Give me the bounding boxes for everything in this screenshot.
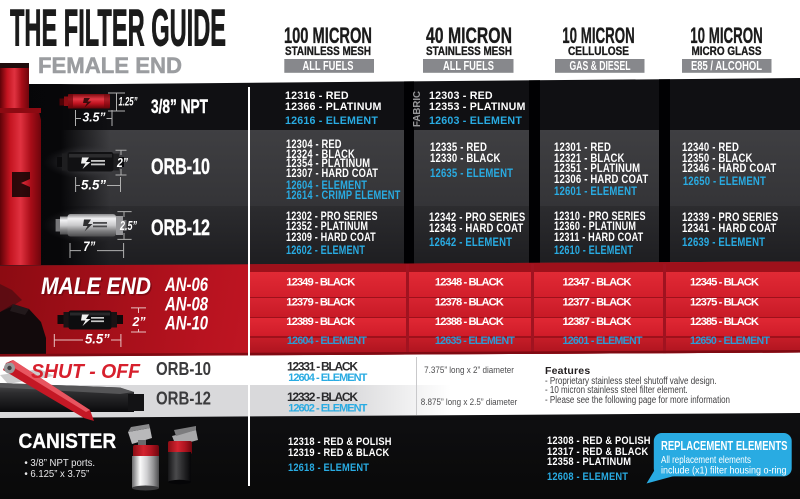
- svg-text:2”: 2”: [132, 314, 146, 329]
- svg-text:12604 - ELEMENT: 12604 - ELEMENT: [287, 335, 368, 347]
- svg-text:ORB-12: ORB-12: [156, 389, 211, 410]
- svg-text:3.5”: 3.5”: [83, 110, 106, 125]
- svg-text:40 MICRON: 40 MICRON: [426, 23, 512, 48]
- svg-text:1.25”: 1.25”: [119, 97, 138, 109]
- svg-text:AN-08: AN-08: [164, 294, 208, 316]
- svg-text:MICRO GLASS: MICRO GLASS: [692, 44, 762, 58]
- svg-text:SHUT - OFF: SHUT - OFF: [31, 360, 141, 383]
- svg-text:12387 - BLACK: 12387 - BLACK: [563, 316, 632, 328]
- svg-text:12601 - ELEMENT: 12601 - ELEMENT: [563, 335, 644, 347]
- svg-text:ALL FUELS: ALL FUELS: [443, 59, 494, 73]
- svg-text:STAINLESS MESH: STAINLESS MESH: [426, 44, 512, 58]
- svg-text:• 3/8” NPT ports.: • 3/8” NPT ports.: [24, 457, 95, 469]
- svg-text:FEMALE END: FEMALE END: [38, 53, 182, 78]
- svg-text:12602 - ELEMENT: 12602 - ELEMENT: [288, 403, 367, 415]
- svg-text:ORB-10: ORB-10: [156, 359, 211, 380]
- svg-text:2”: 2”: [116, 155, 128, 170]
- svg-text:12347 - BLACK: 12347 - BLACK: [563, 277, 632, 289]
- svg-text:THE FILTER GUIDE: THE FILTER GUIDE: [10, 0, 226, 57]
- svg-text:ORB-12: ORB-12: [151, 215, 210, 240]
- svg-text:AN-10: AN-10: [164, 313, 208, 335]
- svg-text:FABRIC: FABRIC: [412, 91, 423, 127]
- svg-text:10 MICRON: 10 MICRON: [562, 23, 635, 48]
- svg-text:12604 - ELEMENT: 12604 - ELEMENT: [288, 372, 367, 384]
- svg-text:GAS & DIESEL: GAS & DIESEL: [570, 59, 631, 73]
- svg-text:10 MICRON: 10 MICRON: [690, 23, 763, 48]
- svg-text:CANISTER: CANISTER: [18, 429, 116, 453]
- svg-text:REPLACEMENT ELEMENTS: REPLACEMENT ELEMENTS: [661, 439, 788, 453]
- svg-text:12379 - BLACK: 12379 - BLACK: [286, 297, 355, 309]
- svg-text:12650 - ELEMENT: 12650 - ELEMENT: [690, 335, 771, 347]
- svg-text:12348 - BLACK: 12348 - BLACK: [435, 277, 504, 289]
- svg-text:12377 - BLACK: 12377 - BLACK: [563, 297, 632, 309]
- svg-text:ALL FUELS: ALL FUELS: [303, 59, 354, 73]
- svg-text:include (x1) filter housing o-: include (x1) filter housing o-ring: [661, 465, 787, 476]
- svg-text:7”: 7”: [83, 238, 95, 254]
- svg-text:AN-06: AN-06: [164, 274, 208, 296]
- svg-text:12332 - BLACK: 12332 - BLACK: [287, 390, 358, 404]
- svg-text:5.5”: 5.5”: [85, 331, 110, 346]
- svg-text:12385 - BLACK: 12385 - BLACK: [690, 316, 759, 328]
- svg-text:12349 - BLACK: 12349 - BLACK: [286, 277, 355, 289]
- svg-text:• 6.125” x 3.75”: • 6.125” x 3.75”: [24, 468, 89, 480]
- svg-text:12331 - BLACK: 12331 - BLACK: [287, 359, 358, 373]
- svg-text:3/8” NPT: 3/8” NPT: [151, 97, 208, 118]
- svg-text:12389 - BLACK: 12389 - BLACK: [286, 316, 355, 328]
- svg-text:12635 - ELEMENT: 12635 - ELEMENT: [435, 335, 516, 347]
- svg-text:MALE END: MALE END: [41, 273, 151, 300]
- svg-text:ORB-10: ORB-10: [151, 154, 210, 179]
- svg-text:12378 - BLACK: 12378 - BLACK: [435, 297, 504, 309]
- svg-text:12375 - BLACK: 12375 - BLACK: [690, 297, 759, 309]
- svg-text:E85 / ALCOHOL: E85 / ALCOHOL: [691, 59, 762, 73]
- svg-text:5.5”: 5.5”: [81, 177, 106, 193]
- svg-text:CELLULOSE: CELLULOSE: [568, 44, 629, 58]
- svg-text:12388 - BLACK: 12388 - BLACK: [435, 316, 504, 328]
- svg-text:100 MICRON: 100 MICRON: [284, 23, 372, 48]
- svg-text:STAINLESS MESH: STAINLESS MESH: [285, 44, 371, 58]
- svg-text:2.5”: 2.5”: [119, 218, 137, 233]
- svg-text:MALE END: MALE END: [43, 275, 153, 302]
- svg-text:12345 - BLACK: 12345 - BLACK: [690, 277, 759, 289]
- svg-text:All replacement elements: All replacement elements: [661, 455, 751, 466]
